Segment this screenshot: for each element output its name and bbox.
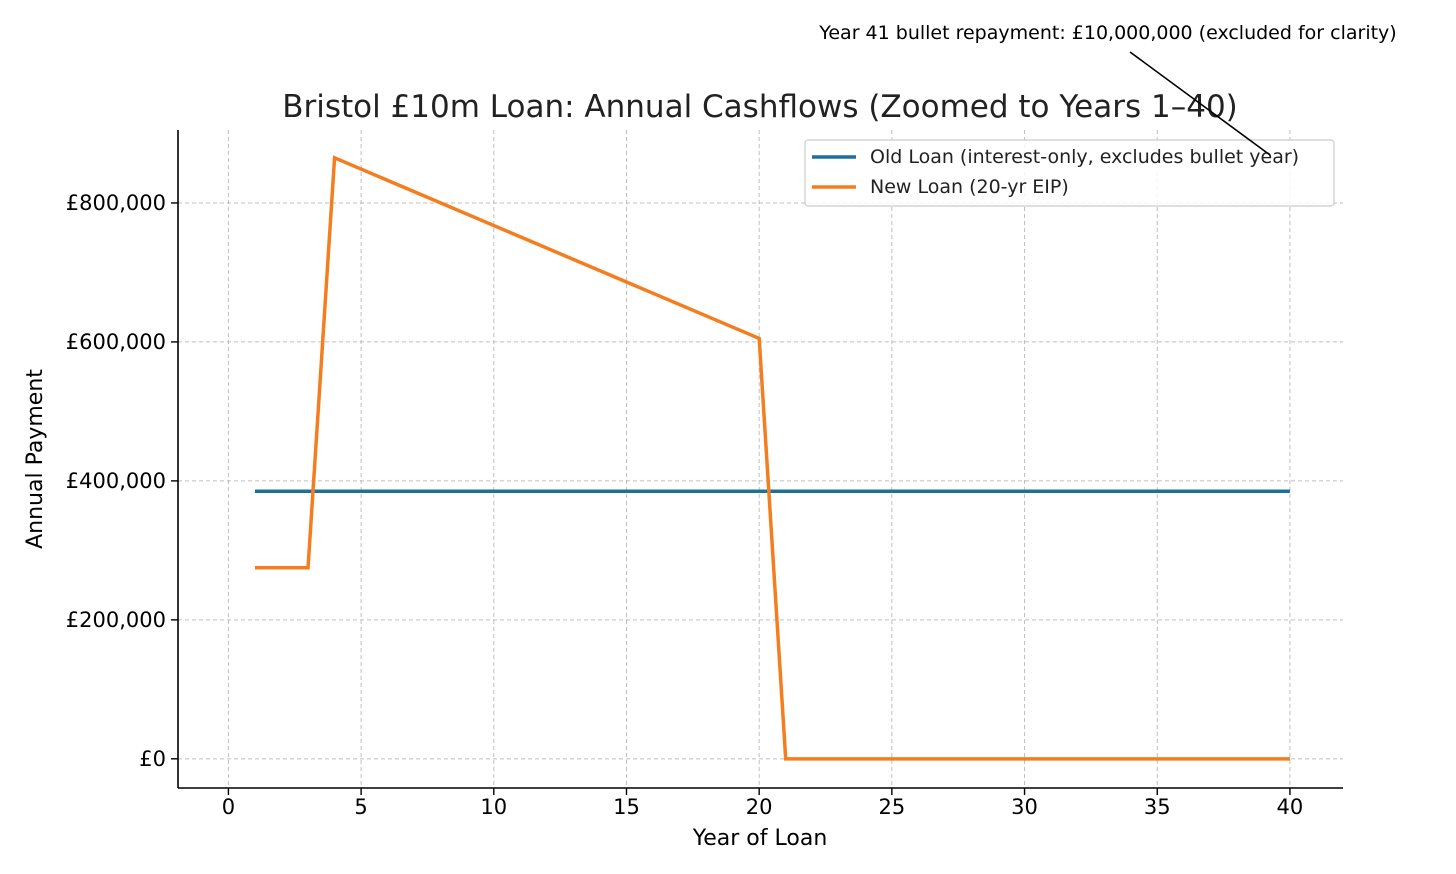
x-tick-label-20: 20: [746, 795, 773, 819]
grid: [178, 130, 1343, 788]
series-line-1: [254, 155, 1290, 761]
legend-label-new-loan: New Loan (20-yr EIP): [870, 176, 1069, 198]
x-tick-label-5: 5: [354, 795, 367, 819]
legend: Old Loan (interest-only, excludes bullet…: [804, 139, 1335, 207]
x-tick-label-35: 35: [1144, 795, 1171, 819]
y-tick-label-800000: £800,000: [66, 191, 166, 215]
x-tick-label-0: 0: [222, 795, 235, 819]
annotation-text: Year 41 bullet repayment: £10,000,000 (e…: [818, 22, 1396, 44]
x-tick-label-10: 10: [480, 795, 507, 819]
legend-label-old-loan: Old Loan (interest-only, excludes bullet…: [870, 146, 1299, 168]
y-tick-label-200000: £200,000: [66, 608, 166, 632]
y-axis-title: Annual Payment: [23, 369, 48, 549]
legend-box: [804, 139, 1335, 207]
series-layer: [254, 155, 1290, 761]
x-tick-label-30: 30: [1011, 795, 1038, 819]
y-tick-label-0: £0: [139, 747, 166, 771]
x-tick-label-40: 40: [1277, 795, 1304, 819]
axes: 0 5 10 15 20 25 30 35 40 £0 £200,000 £400,000 £600,0…: [66, 130, 1343, 819]
x-tick-label-15: 15: [613, 795, 640, 819]
annotation-arrow: [1129, 51, 1271, 156]
x-axis-title: Year of Loan: [692, 826, 828, 851]
chart-title: Bristol £10m Loan: Annual Cashflows (Zoo…: [282, 89, 1238, 125]
y-tick-label-600000: £600,000: [66, 330, 166, 354]
y-tick-label-400000: £400,000: [66, 469, 166, 493]
x-tick-label-25: 25: [878, 795, 905, 819]
